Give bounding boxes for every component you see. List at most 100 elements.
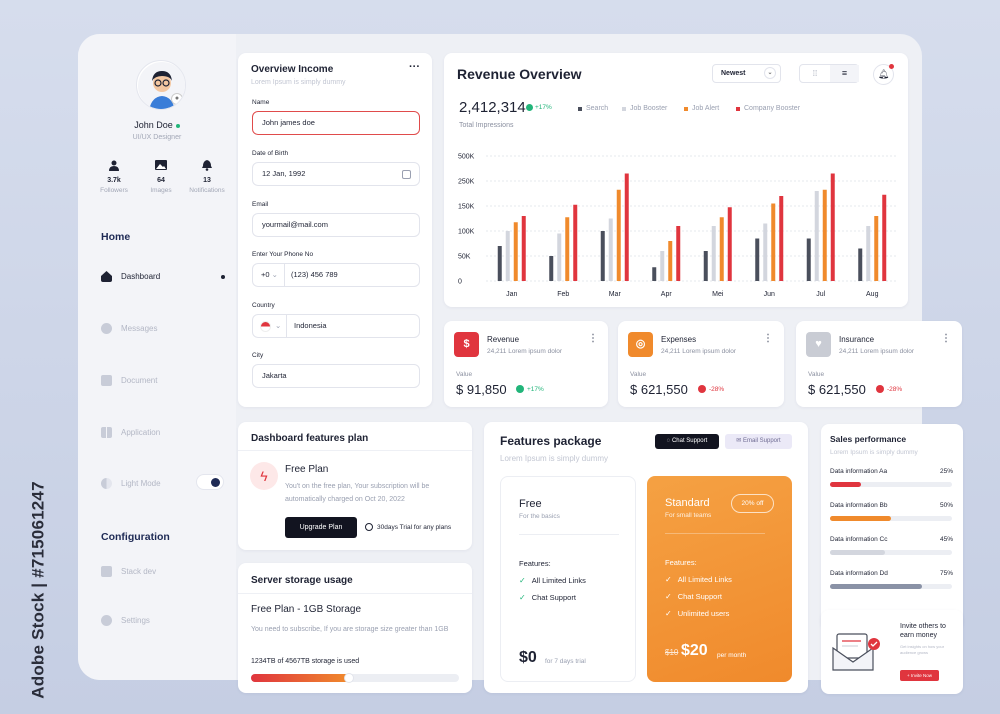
nav-heading-home: Home <box>101 231 131 243</box>
bar-job-alert-mei[interactable] <box>719 217 724 281</box>
bar-job-booster-jul[interactable] <box>814 191 819 281</box>
phone-code-select[interactable]: +0 ⌄ <box>253 264 285 286</box>
avatar-edit-icon[interactable]: ● <box>171 93 183 105</box>
bar-company-booster-feb[interactable] <box>573 204 578 281</box>
invite-now-button[interactable]: + Invite Now <box>900 670 939 681</box>
dollar-icon: $ <box>454 332 479 357</box>
sidebar-item-messages[interactable]: Messages <box>101 323 157 334</box>
bar-company-booster-mar[interactable] <box>624 173 629 282</box>
bar-search-aug[interactable] <box>858 248 863 282</box>
divider <box>238 593 472 594</box>
upgrade-plan-button[interactable]: Upgrade Plan <box>285 517 357 538</box>
sidebar-item-dashboard[interactable]: Dashboard <box>101 271 225 282</box>
bar-job-alert-feb[interactable] <box>565 217 570 281</box>
feature-item: ✓ Chat Support <box>519 593 576 602</box>
bar-job-booster-jan[interactable] <box>505 231 510 281</box>
chevron-down-icon: ⌄ <box>271 270 278 279</box>
grid-icon <box>101 427 112 438</box>
standard-package[interactable]: Standard For small teams 20% off Feature… <box>647 476 792 682</box>
sidebar-item-document[interactable]: Document <box>101 375 157 386</box>
sales-title: Sales performance <box>830 434 907 444</box>
dob-label: Date of Birth <box>252 150 289 157</box>
revenue-card: $ Revenue 24,211 Lorem ipsum dolor ⋮ Val… <box>444 321 608 407</box>
email-support-button[interactable]: ✉ Email Support <box>725 434 792 449</box>
bar-job-alert-aug[interactable] <box>874 216 879 281</box>
bar-job-alert-jan[interactable] <box>513 222 518 281</box>
down-arrow-icon <box>698 385 706 393</box>
bar-search-mei[interactable] <box>703 251 708 281</box>
avatar[interactable]: ● <box>136 60 186 110</box>
bar-job-alert-mar[interactable] <box>616 189 621 281</box>
revenue-overview-card: Revenue Overview Newest ⌄ ⁞⁞ ≡ 🔔︎ 2,412,… <box>444 53 908 307</box>
invite-title: Invite others to earn money <box>900 623 946 639</box>
bar-job-alert-jul[interactable] <box>822 189 827 281</box>
bar-company-booster-jun[interactable] <box>779 196 784 281</box>
bar-search-jun[interactable] <box>755 238 760 282</box>
bar-job-booster-mei[interactable] <box>711 226 716 281</box>
bar-search-mar[interactable] <box>600 231 605 281</box>
country-flag-select[interactable]: ⌄ <box>253 315 287 337</box>
bar-job-alert-apr[interactable] <box>668 241 673 281</box>
bar-company-booster-jul[interactable] <box>830 173 835 282</box>
bar-company-booster-jan[interactable] <box>521 216 526 281</box>
bar-job-alert-jun[interactable] <box>771 203 776 282</box>
up-arrow-icon <box>516 385 524 393</box>
name-label: Name <box>252 99 270 106</box>
plan-name: Free Plan <box>285 464 329 475</box>
country-select[interactable]: ⌄ Indonesia <box>252 314 420 338</box>
x-tick-label: Feb <box>557 291 569 298</box>
list-view-icon[interactable]: ≡ <box>830 65 859 82</box>
bar-job-booster-jun[interactable] <box>763 223 768 282</box>
name-field[interactable]: John james doe <box>252 111 420 135</box>
heart-icon: ♥ <box>806 332 831 357</box>
feature-item: ✓ All Limited Links <box>665 575 732 584</box>
bar-search-jul[interactable] <box>806 238 811 282</box>
bar-job-booster-apr[interactable] <box>660 251 665 281</box>
calendar-icon[interactable] <box>402 170 411 179</box>
bar-job-booster-mar[interactable] <box>608 218 613 282</box>
coins-icon: ◎ <box>628 332 653 357</box>
bar-search-feb[interactable] <box>549 256 554 281</box>
more-icon[interactable]: ⋮ <box>763 333 773 344</box>
bar-search-jan[interactable] <box>497 246 502 281</box>
profile-role: UI/UX Designer <box>132 134 182 141</box>
email-field[interactable]: yourmail@mail.com <box>252 213 420 237</box>
chevron-down-icon: ⌄ <box>275 321 282 330</box>
sidebar-item-settings[interactable]: Settings <box>101 615 150 626</box>
check-icon: ✓ <box>665 592 672 601</box>
light-mode-toggle[interactable] <box>196 474 224 490</box>
more-icon[interactable]: ··· <box>409 61 420 73</box>
bar-search-apr[interactable] <box>652 267 657 281</box>
legend-search: Search <box>578 105 608 112</box>
profile-name: John Doe <box>78 120 236 130</box>
chat-support-button[interactable]: ◌ Chat Support <box>655 434 719 449</box>
total-impressions-label: Total Impressions <box>459 122 514 129</box>
user-icon <box>90 160 138 172</box>
storage-progress-handle[interactable] <box>343 673 354 683</box>
bar-job-booster-aug[interactable] <box>866 226 871 281</box>
more-icon[interactable]: ⋮ <box>588 333 598 344</box>
sales-progress-fill <box>830 516 891 521</box>
revenue-title: Revenue Overview <box>457 66 582 82</box>
bar-company-booster-apr[interactable] <box>676 226 681 281</box>
bar-job-booster-feb[interactable] <box>557 233 562 282</box>
grid-view-icon[interactable]: ⁞⁞ <box>812 69 818 78</box>
sort-select[interactable]: Newest ⌄ <box>712 64 781 83</box>
phone-field[interactable]: +0 ⌄ (123) 456 789 <box>252 263 420 287</box>
bar-company-booster-mei[interactable] <box>727 207 732 281</box>
free-package[interactable]: Free For the basics Features: ✓ All Limit… <box>500 476 636 682</box>
feature-item: ✓ Chat Support <box>665 592 722 601</box>
sidebar-item-light-mode[interactable]: Light Mode <box>101 478 161 489</box>
sales-item-label: Data information Bb <box>830 502 888 509</box>
gear-icon <box>101 615 112 626</box>
notification-button[interactable]: 🔔︎ <box>873 64 894 85</box>
sidebar-item-stack-dev[interactable]: Stack dev <box>101 566 156 577</box>
bar-company-booster-aug[interactable] <box>882 194 887 281</box>
email-label: Email <box>252 201 269 208</box>
sidebar-item-application[interactable]: Application <box>101 427 160 438</box>
flag-icon <box>260 321 271 332</box>
dob-field[interactable]: 12 Jan, 1992 <box>252 162 420 186</box>
more-icon[interactable]: ⋮ <box>941 333 951 344</box>
y-tick-label: 100K <box>458 229 475 236</box>
city-field[interactable]: Jakarta <box>252 364 420 388</box>
